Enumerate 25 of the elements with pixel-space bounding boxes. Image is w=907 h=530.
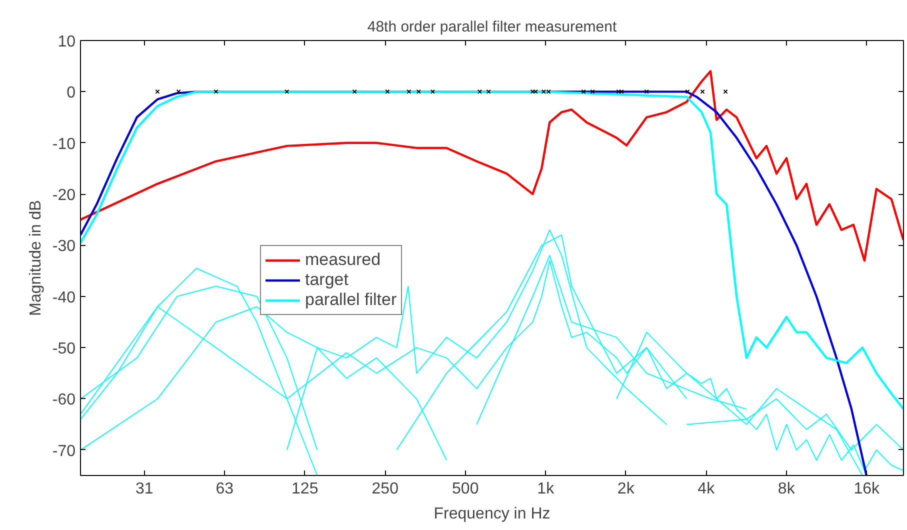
- y-tick-label: -10: [52, 136, 76, 153]
- chart-title: 48th order parallel filter measurement: [367, 18, 618, 36]
- x-tick-label: 500: [452, 480, 479, 498]
- y-tick-label: 0: [66, 84, 76, 102]
- x-tick-label: 125: [292, 480, 318, 498]
- y-tick-label: -40: [52, 289, 76, 306]
- legend-label: measured: [305, 250, 381, 270]
- y-axis-title: Magnitude in dB: [27, 200, 44, 316]
- x-tick-label: 63: [216, 480, 234, 498]
- legend-label: parallel filter: [305, 290, 397, 310]
- x-tick-label: 2k: [617, 480, 636, 498]
- x-tick-label: 8k: [778, 480, 796, 498]
- y-tick-label: 10: [58, 34, 76, 50]
- x-tick-label: 4k: [698, 480, 716, 498]
- x-tick-label: 250: [372, 480, 399, 498]
- y-tick-label: -20: [52, 187, 76, 204]
- x-tick-label: 16k: [854, 480, 881, 498]
- x-tick-label: 1k: [537, 480, 556, 498]
- x-axis-title: Frequency in Hz: [434, 506, 550, 522]
- y-tick-label: -30: [52, 238, 76, 256]
- legend-label: target: [305, 270, 348, 290]
- y-tick-label: -60: [52, 392, 76, 409]
- y-tick-label: -70: [52, 442, 76, 460]
- x-tick-label: 31: [135, 480, 154, 498]
- y-tick-label: -50: [52, 340, 76, 358]
